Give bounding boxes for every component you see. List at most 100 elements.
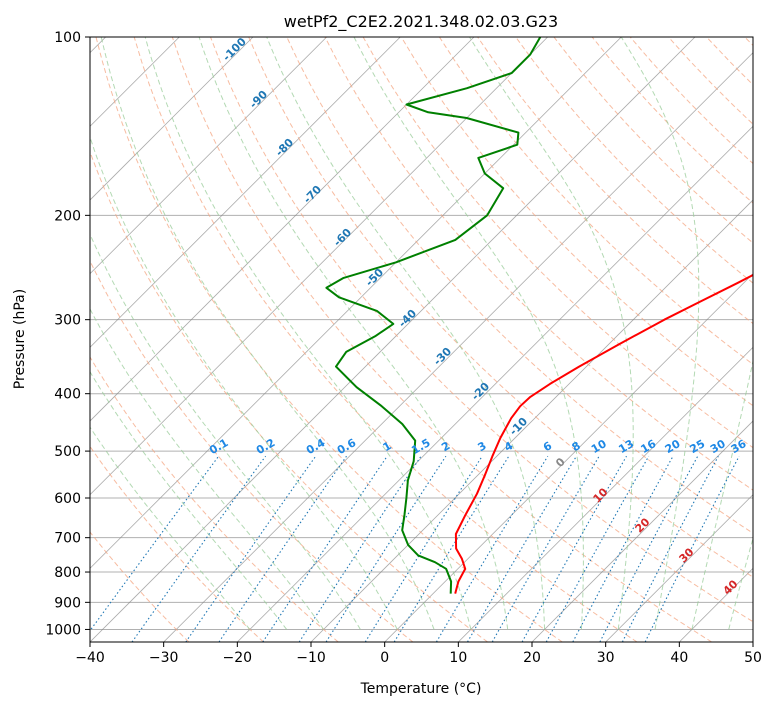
x-tick-label: −10	[296, 650, 326, 666]
mixing-ratio-label: 6	[541, 439, 554, 454]
mixing-ratio-label: 0.6	[335, 436, 359, 457]
isotherm-line	[458, 346, 753, 642]
isotherm-line	[90, 37, 327, 275]
moist-adiabat-line	[90, 426, 251, 630]
mixing-ratio-line	[572, 455, 674, 642]
y-tick-label: 500	[54, 444, 81, 460]
x-tick-label: 40	[670, 650, 688, 666]
isotherm-line	[531, 420, 753, 642]
mixing-ratio-line	[521, 455, 627, 642]
isotherm-line	[90, 37, 622, 569]
y-tick-label: 1000	[45, 622, 81, 638]
y-tick-label: 600	[54, 491, 81, 507]
moist-adiabat-line	[90, 232, 361, 630]
dry-adiabat-line	[362, 37, 753, 449]
mixing-ratio-line	[393, 455, 510, 642]
mixing-ratio-label: 30	[708, 437, 728, 456]
isotherm-line	[752, 641, 753, 642]
y-tick-label: 200	[54, 208, 81, 224]
isotherm-line	[237, 125, 753, 642]
x-tick-label: −30	[149, 650, 179, 666]
mixing-ratio-label: 25	[688, 437, 708, 456]
dry-adiabat-label: -80	[273, 136, 296, 159]
mixing-ratio-line	[364, 455, 483, 642]
y-tick-label: 100	[54, 30, 81, 46]
moist-adiabat-line	[728, 536, 753, 630]
moist-adiabat-line	[620, 37, 700, 630]
mixing-ratio-line	[467, 455, 577, 642]
moist-adiabat-line	[198, 37, 509, 630]
dry-adiabat-label: -90	[247, 88, 270, 111]
mixing-ratio-line	[185, 455, 317, 642]
y-tick-label: 900	[54, 595, 81, 611]
background-lines	[90, 37, 753, 642]
moist-adiabat-label: 0	[553, 455, 568, 470]
moist-adiabat-line	[90, 370, 288, 630]
mixing-ratio-line	[90, 455, 220, 632]
dry-adiabat-line	[90, 356, 339, 642]
x-tick-label: 0	[380, 650, 389, 666]
dry-adiabat-label: -100	[220, 35, 249, 64]
dry-adiabat-line	[438, 37, 753, 366]
dry-adiabat-label: -40	[396, 307, 419, 330]
y-tick-label: 800	[54, 565, 81, 581]
dry-adiabat-line	[324, 37, 753, 491]
dry-adiabat-line	[90, 259, 414, 642]
mixing-ratio-label: 8	[570, 439, 583, 454]
mixing-ratio-label: 36	[729, 437, 749, 456]
isotherm-line	[90, 37, 475, 422]
dry-adiabat-label: -30	[431, 345, 454, 368]
moist-adiabat-label: 20	[633, 515, 653, 535]
dry-adiabat-label: -50	[363, 266, 386, 289]
mixing-ratio-label: 16	[639, 437, 659, 456]
x-tick-label: −40	[75, 650, 105, 666]
isotherm-line	[605, 494, 753, 642]
mixing-ratio-label: 0.2	[254, 436, 277, 457]
mixing-ratio-label: 10	[589, 437, 609, 456]
y-tick-label: 300	[54, 313, 81, 329]
moist-adiabat-line	[691, 358, 753, 630]
dry-adiabat-line	[553, 37, 753, 244]
moist-adiabat-line	[90, 135, 398, 630]
isotherm-line	[90, 37, 696, 642]
dry-adiabat-line	[95, 37, 563, 642]
moist-adiabat-line	[266, 37, 546, 630]
mixing-ratio-label: 1.5	[409, 436, 432, 457]
mixing-ratio-line	[621, 455, 719, 642]
mixing-ratio-line	[218, 455, 347, 642]
mixing-ratio-line	[298, 455, 422, 642]
dry-adiabat-line	[133, 37, 638, 642]
moist-adiabat-line	[90, 308, 324, 630]
dry-adiabat-line	[515, 37, 753, 284]
mixing-ratio-line	[262, 455, 388, 642]
dry-adiabat-line	[706, 37, 753, 86]
dry-adiabat-line	[400, 37, 753, 407]
profile-lines	[325, 37, 753, 594]
mixing-ratio-label: 3	[475, 439, 488, 454]
chart-title: wetPf2_C2E2.2021.348.02.03.G23	[284, 12, 558, 32]
x-tick-label: 30	[597, 650, 615, 666]
isotherm-line	[90, 37, 401, 348]
moist-adiabat-line	[469, 37, 634, 630]
mixing-ratio-label: 20	[663, 437, 683, 456]
x-tick-label: −20	[223, 650, 253, 666]
isotherm-line	[384, 273, 753, 642]
plot-frame	[89, 36, 754, 643]
isotherm-line	[90, 37, 548, 496]
moist-adiabat-line	[144, 37, 472, 630]
axis-ticks: −40 −30 −20 −10 0 10 20 30 40 5010020030040050060…	[45, 30, 762, 666]
moist-adiabat-line	[100, 37, 435, 630]
isotherm-line	[163, 52, 753, 642]
y-axis-label: Pressure (hPa)	[12, 289, 28, 389]
x-tick-label: 50	[744, 650, 762, 666]
dry-adiabat-line	[248, 37, 753, 578]
isotherm-line	[310, 199, 753, 642]
y-tick-label: 700	[54, 531, 81, 547]
moist-adiabat-line	[353, 37, 584, 630]
isotherm-line	[90, 37, 254, 201]
isotherm-line	[679, 567, 753, 642]
temperature-line	[454, 273, 753, 594]
x-axis-label: Temperature (°C)	[360, 681, 482, 697]
